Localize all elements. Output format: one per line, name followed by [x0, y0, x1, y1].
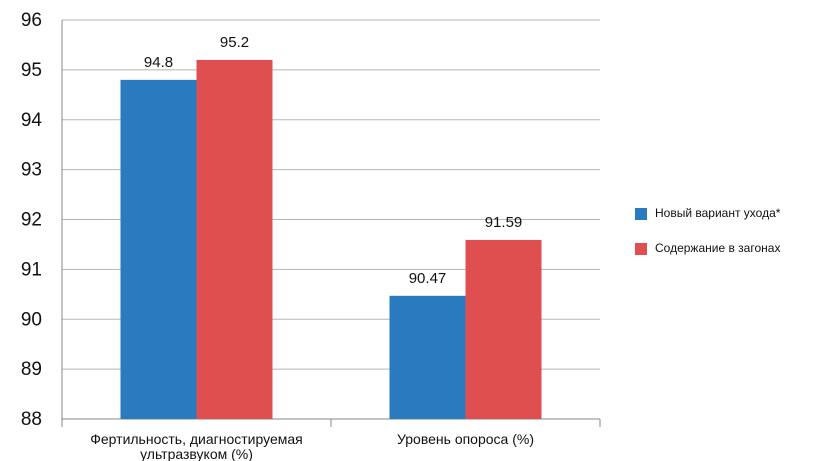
legend-label: Содержание в загонах — [655, 241, 780, 255]
y-tick-label: 96 — [21, 10, 42, 31]
y-tick-label: 88 — [21, 409, 42, 430]
data-labels: 94.8 90.47 95.2 91.59 — [144, 34, 522, 287]
x-category-label: Фертильность, диагностируемая ультразвуко… — [90, 431, 303, 461]
y-tick-label: 91 — [21, 259, 42, 280]
legend-label: Новый вариант ухода* — [655, 206, 781, 220]
bar — [389, 295, 466, 419]
y-tick-label: 94 — [21, 110, 43, 131]
bar — [196, 59, 273, 420]
y-tick-label: 95 — [21, 60, 42, 81]
data-label: 90.47 — [409, 270, 447, 287]
bar — [120, 79, 197, 419]
legend: Новый вариант ухода* Содержание в загонах — [635, 206, 781, 255]
y-tick-label: 90 — [21, 309, 42, 330]
bar — [465, 239, 542, 419]
x-axis: Фертильность, диагностируемая ультразвуко… — [61, 419, 601, 461]
y-tick-label: 93 — [21, 160, 42, 181]
bars — [120, 59, 542, 420]
legend-swatch — [635, 243, 647, 255]
y-axis-tick-labels: 88 89 90 91 92 93 94 95 96 — [21, 10, 43, 430]
legend-swatch — [635, 208, 647, 220]
data-label: 94.8 — [144, 54, 173, 71]
data-label: 91.59 — [485, 214, 523, 231]
y-tick-label: 92 — [21, 210, 42, 231]
x-category-label: Уровень опороса (%) — [397, 431, 534, 447]
data-label: 95.2 — [220, 34, 249, 51]
y-tick-label: 89 — [21, 359, 42, 380]
